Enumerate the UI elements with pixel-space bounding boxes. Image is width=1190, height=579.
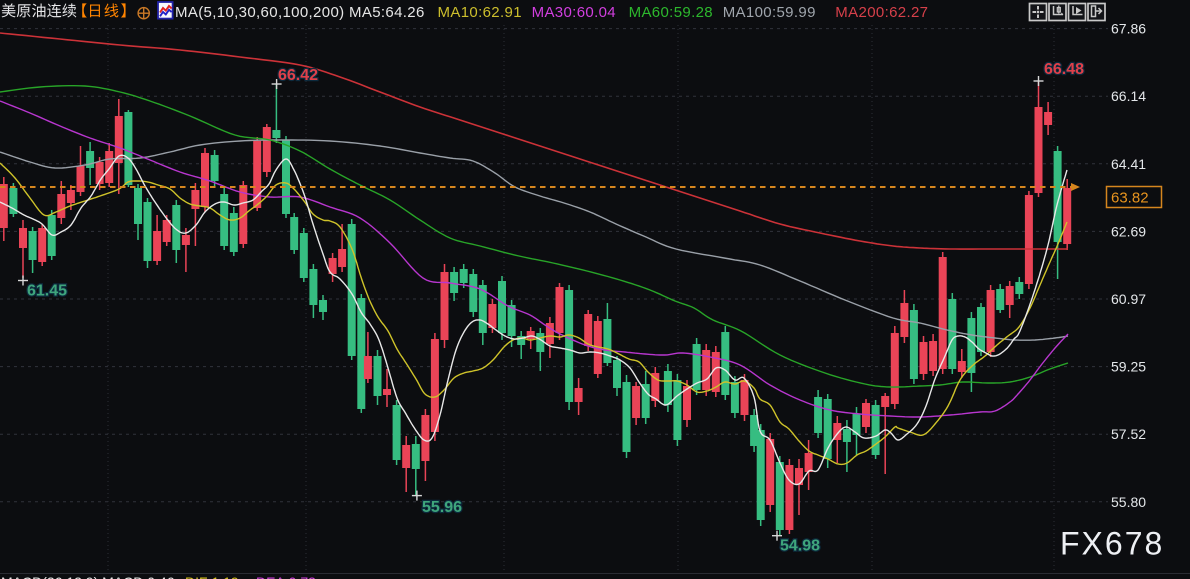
svg-text:67.86: 67.86	[1111, 21, 1146, 37]
svg-text:MA10:62.91: MA10:62.91	[438, 4, 522, 21]
svg-text:MA5:64.26: MA5:64.26	[349, 4, 425, 21]
svg-text:MA60:59.28: MA60:59.28	[629, 4, 713, 21]
svg-text:59.25: 59.25	[1111, 359, 1146, 375]
svg-text:60.97: 60.97	[1111, 291, 1146, 307]
svg-text:DEA:0.73: DEA:0.73	[256, 574, 316, 579]
svg-text:57.52: 57.52	[1111, 426, 1146, 442]
svg-text:DIF:1.19: DIF:1.19	[185, 574, 239, 579]
svg-text:66.14: 66.14	[1111, 88, 1146, 104]
svg-text:54.98: 54.98	[780, 538, 820, 555]
svg-text:66.42: 66.42	[278, 67, 318, 84]
svg-text:MA30:60.04: MA30:60.04	[532, 4, 616, 21]
svg-text:MA(5,10,30,60,100,200): MA(5,10,30,60,100,200)	[175, 4, 344, 21]
svg-text:55.80: 55.80	[1111, 494, 1146, 510]
svg-text:MA200:62.27: MA200:62.27	[835, 4, 928, 21]
svg-text:62.69: 62.69	[1111, 223, 1146, 239]
svg-text:64.41: 64.41	[1111, 156, 1146, 172]
svg-text:61.45: 61.45	[27, 283, 67, 300]
svg-text:66.48: 66.48	[1044, 61, 1084, 78]
svg-text:MA100:59.99: MA100:59.99	[723, 4, 816, 21]
svg-text:63.82: 63.82	[1111, 190, 1149, 207]
svg-text:FX678: FX678	[1060, 526, 1164, 562]
svg-text:MACD(26,12,9) MACD:0.46: MACD(26,12,9) MACD:0.46	[1, 574, 175, 579]
svg-text:55.96: 55.96	[422, 499, 462, 516]
